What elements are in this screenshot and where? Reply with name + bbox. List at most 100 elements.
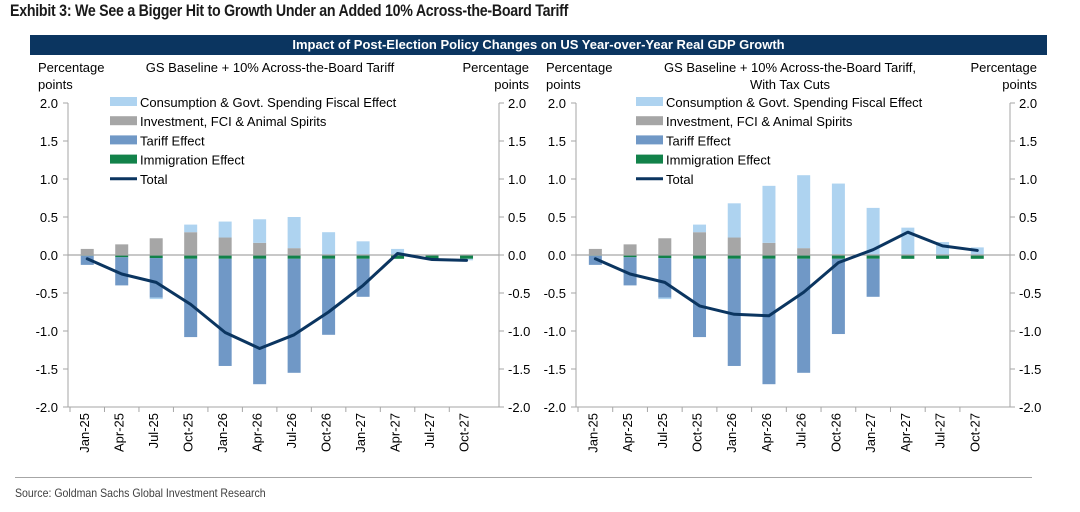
bar-tariff <box>322 258 336 335</box>
x-tick-label: Apr-25 <box>620 413 635 452</box>
y-tick-label-left: 2.0 <box>548 96 566 111</box>
legend-label: Tariff Effect <box>666 133 731 148</box>
y-axis-label-right: points <box>494 77 529 92</box>
bar-immigration <box>322 255 336 259</box>
legend-item: Immigration Effect <box>636 153 771 168</box>
x-tick-label: Jan-25 <box>77 413 92 453</box>
x-tick-label: Oct-25 <box>181 413 196 452</box>
legend-label: Tariff Effect <box>140 133 205 148</box>
y-tick-label-left: 0.0 <box>40 248 58 263</box>
y-tick-label-right: -1.0 <box>1019 324 1041 339</box>
chart-title: GS Baseline + 10% Across-the-Board Tarif… <box>664 60 916 75</box>
x-tick-label: Jul-27 <box>933 413 948 448</box>
x-tick-label: Apr-26 <box>250 413 265 452</box>
y-tick-label-left: -1.5 <box>36 362 58 377</box>
y-tick-label-left: -0.5 <box>36 286 58 301</box>
bar-investment <box>658 238 672 255</box>
bar-tariff <box>218 258 232 366</box>
legend-swatch-fiscal <box>110 97 137 106</box>
bar-fiscal <box>218 221 232 238</box>
legend-item: Consumption & Govt. Spending Fiscal Effe… <box>636 95 923 110</box>
x-tick-label: Oct-26 <box>828 413 843 452</box>
bar-immigration <box>115 255 129 258</box>
legend-swatch-investment <box>110 116 137 126</box>
legend-swatch-immigration <box>110 154 137 164</box>
bar-investment <box>287 248 301 255</box>
x-tick-label: Jan-27 <box>863 413 878 453</box>
x-tick-label: Oct-25 <box>690 413 705 452</box>
bar-investment <box>253 242 267 255</box>
x-tick-label: Apr-26 <box>759 413 774 452</box>
bar-investment <box>184 232 198 255</box>
source-note: Source: Goldman Sachs Global Investment … <box>15 486 266 500</box>
bar-fiscal <box>693 224 707 233</box>
bar-immigration <box>936 255 950 259</box>
y-tick-label-left: 1.0 <box>548 172 566 187</box>
legend-label: Investment, FCI & Animal Spirits <box>666 114 853 129</box>
x-tick-label: Apr-27 <box>898 413 913 452</box>
y-tick-label-right: 0.0 <box>508 248 526 263</box>
bar-fiscal <box>149 297 163 300</box>
legend-item: Consumption & Govt. Spending Fiscal Effe… <box>110 95 397 110</box>
bar-immigration <box>866 255 880 259</box>
legend-label: Consumption & Govt. Spending Fiscal Effe… <box>666 95 923 110</box>
legend-item: Immigration Effect <box>110 153 245 168</box>
y-tick-label-right: -1.5 <box>508 362 530 377</box>
bar-immigration <box>831 255 845 259</box>
banner-title: Impact of Post-Election Policy Changes o… <box>30 35 1047 55</box>
bar-investment <box>762 242 776 255</box>
y-tick-label-left: -0.5 <box>544 286 566 301</box>
x-tick-label: Apr-25 <box>112 413 127 452</box>
legend-swatch-tariff <box>636 135 663 145</box>
bar-fiscal <box>797 175 811 249</box>
bar-tariff <box>184 258 198 338</box>
y-tick-label-left: 0.5 <box>40 210 58 225</box>
bar-immigration <box>356 255 370 259</box>
legend-swatch-immigration <box>636 154 663 164</box>
legend-label: Total <box>140 172 168 187</box>
legend-label: Investment, FCI & Animal Spirits <box>140 114 327 129</box>
bar-immigration <box>184 255 198 259</box>
bar-investment <box>80 248 94 255</box>
bar-tariff <box>356 258 370 297</box>
y-tick-label-left: 1.5 <box>548 134 566 149</box>
y-tick-label-right: 2.0 <box>1019 96 1037 111</box>
bar-tariff <box>623 257 637 286</box>
bar-fiscal <box>287 217 301 249</box>
legend-swatch-tariff <box>110 135 137 145</box>
legend-label: Immigration Effect <box>140 153 245 168</box>
bar-tariff <box>866 258 880 297</box>
y-tick-label-left: -1.5 <box>544 362 566 377</box>
y-axis-label-left: points <box>38 77 73 92</box>
y-tick-label-right: 1.0 <box>1019 172 1037 187</box>
bar-immigration <box>460 255 474 259</box>
bar-tariff <box>149 258 163 298</box>
y-tick-label-right: 0.0 <box>1019 248 1037 263</box>
bar-immigration <box>658 255 672 259</box>
legend-item: Investment, FCI & Animal Spirits <box>110 114 327 129</box>
y-tick-label-right: 0.5 <box>1019 210 1037 225</box>
y-tick-label-right: 1.5 <box>508 134 526 149</box>
x-tick-label: Jan-26 <box>215 413 230 453</box>
bar-fiscal <box>322 232 336 255</box>
y-tick-label-right: 1.5 <box>1019 134 1037 149</box>
total-line <box>85 251 469 350</box>
bar-immigration <box>797 255 811 259</box>
y-tick-label-left: 0.5 <box>548 210 566 225</box>
y-tick-label-right: 1.0 <box>508 172 526 187</box>
y-axis-label-right: points <box>1002 77 1037 92</box>
y-tick-label-right: -0.5 <box>1019 286 1041 301</box>
legend-item: Tariff Effect <box>636 133 731 148</box>
bar-tariff <box>831 258 845 335</box>
x-tick-label: Jan-25 <box>585 413 600 453</box>
x-tick-label: Jul-27 <box>422 413 437 448</box>
chart-title: With Tax Cuts <box>750 77 830 92</box>
legend-label: Total <box>666 172 694 187</box>
bar-fiscal <box>391 248 405 255</box>
bar-investment <box>727 237 741 255</box>
y-tick-label-left: 2.0 <box>40 96 58 111</box>
bar-investment <box>218 237 232 255</box>
bar-investment <box>149 238 163 255</box>
y-axis-label-left: Percentage <box>546 60 613 75</box>
bar-fiscal <box>762 185 776 243</box>
